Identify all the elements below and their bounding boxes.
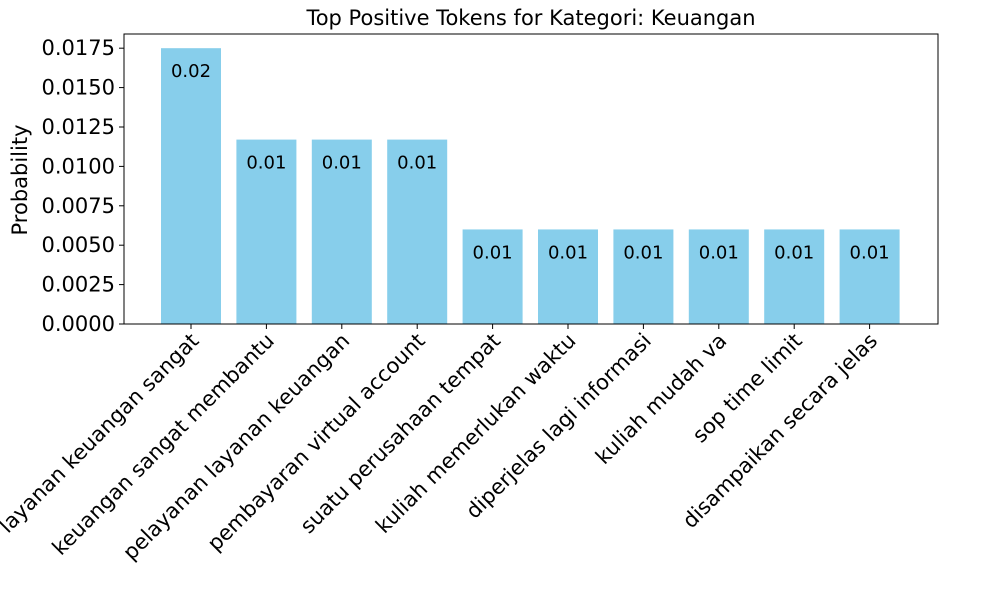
bar-5 xyxy=(462,229,523,324)
y-tick-label: 0.0000 xyxy=(42,312,115,336)
y-tick-label: 0.0100 xyxy=(42,154,115,178)
x-tick-label: kuliah mudah va xyxy=(591,329,731,469)
bar-9 xyxy=(764,229,825,324)
bar-value-label: 0.01 xyxy=(397,153,437,174)
bar-value-label: 0.01 xyxy=(774,242,814,263)
chart-title: Top Positive Tokens for Kategori: Keuang… xyxy=(305,6,755,30)
bar-value-label: 0.01 xyxy=(699,242,739,263)
bar-7 xyxy=(613,229,674,324)
bars-group: 0.02 0.01 0.01 0.01 0.01 0.01 0.01 0.01 0.01 0.01 xyxy=(161,48,900,324)
y-axis-label: Probability xyxy=(8,124,32,235)
bar-10 xyxy=(839,229,900,324)
bar-4 xyxy=(387,139,448,324)
bar-value-label: 0.01 xyxy=(548,242,588,263)
bar-value-label: 0.01 xyxy=(473,242,513,263)
bar-8 xyxy=(688,229,749,324)
y-tick-label: 0.0025 xyxy=(42,273,115,297)
y-axis-ticks: 0.0000 0.0025 0.0050 0.0075 0.0100 0.0125 0.01… xyxy=(42,36,124,336)
y-tick-label: 0.0175 xyxy=(42,36,115,60)
bar-value-label: 0.01 xyxy=(322,153,362,174)
y-tick-label: 0.0050 xyxy=(42,233,115,257)
y-tick-label: 0.0150 xyxy=(42,76,115,100)
y-tick-label: 0.0075 xyxy=(42,194,115,218)
y-tick-label: 0.0125 xyxy=(42,115,115,139)
bar-value-label: 0.02 xyxy=(171,61,211,82)
bar-value-label: 0.01 xyxy=(850,242,890,263)
bar-1 xyxy=(161,48,221,324)
bar-3 xyxy=(311,139,372,324)
bar-2 xyxy=(236,139,297,324)
bar-value-label: 0.01 xyxy=(246,153,286,174)
bar-value-label: 0.01 xyxy=(623,242,663,263)
bar-6 xyxy=(538,229,598,324)
plot-frame xyxy=(123,33,939,325)
